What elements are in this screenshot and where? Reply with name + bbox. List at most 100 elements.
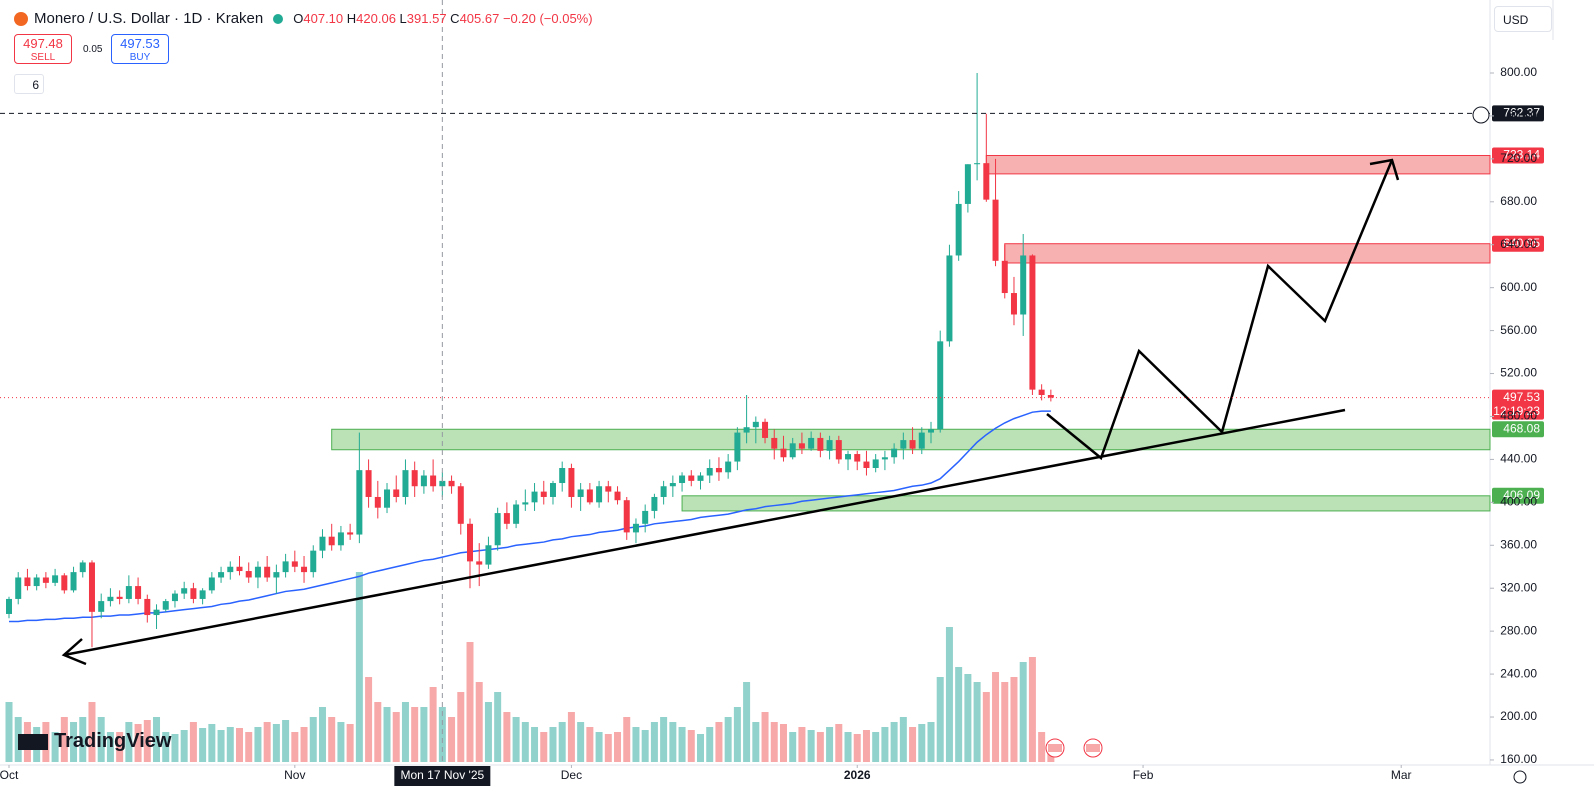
candle-body [135,586,142,599]
moving-average [9,410,1051,623]
currency: USD [1503,13,1529,27]
candle-body [688,475,695,481]
zone [1004,243,1491,264]
candle-body [1047,395,1054,398]
volume-bar [862,730,870,762]
ohlc-key: H [346,11,357,26]
price-badge [1492,487,1544,504]
symbol-title: Monero / U.S. Dollar · 1D · Kraken [34,10,264,27]
volume-bar [678,727,686,762]
volume-bar [964,674,972,762]
candle-body [881,457,888,460]
candle-body [236,566,243,572]
settings-icon[interactable] [1513,770,1527,784]
candle-body [577,489,584,497]
candle-body [1038,389,1045,396]
candle-body [734,432,741,462]
volume-bar [955,667,963,762]
candle-body [365,470,372,497]
volume-bar [936,677,944,762]
y-tick-label: 560.00 [1500,323,1537,337]
volume-bar [457,692,465,762]
volume-bar [5,702,13,762]
sell-button[interactable]: 497.48 SELL [14,34,72,64]
candle-body [928,429,934,433]
currency-select[interactable]: USD [1494,6,1552,32]
indicator-toggle[interactable]: 6 [14,74,44,94]
candle-body [743,427,750,433]
candle-body [872,459,879,468]
candle-body [356,470,363,535]
candle-body [42,577,49,583]
volume-bar [918,724,926,762]
zones [331,154,1491,512]
add-alert-icon[interactable] [1472,106,1490,124]
volume-bar [448,717,456,762]
volume-bar [798,727,806,762]
candle-body [669,483,676,487]
flag-icon [1048,744,1062,752]
y-tick-label: 360.00 [1500,537,1537,551]
volume-bar [660,717,668,762]
candle-body [826,440,833,451]
volume-bar [706,727,714,762]
drawings [61,158,1400,666]
ohlc-value: 405.67 [459,11,500,26]
candle-body [1001,260,1008,294]
candle-body [762,421,769,438]
candle-body [15,577,22,599]
ohlc: O407.10 H420.06 L391.57 C405.67 −0.20 (−… [293,11,592,26]
volume-bar [217,730,225,762]
ohlc-value: 420.06 [356,11,396,26]
candle-body [107,596,114,602]
logo-text: TradingView [54,730,172,752]
volume-bar [743,682,751,762]
volume-bar [586,727,594,762]
price-badge-label: 762.37 [1503,106,1540,120]
candle-body [273,572,280,578]
volume-bar [245,732,253,762]
candle-body [199,590,206,599]
candle-body [531,491,538,503]
candle-body [448,480,455,487]
volume-bar [835,724,843,762]
buy-button[interactable]: 497.53 BUY [111,34,169,64]
volume-bar [881,727,889,762]
volume-bar [733,707,741,762]
candle-body [1020,255,1027,315]
y-tick-label: 280.00 [1500,623,1537,637]
volume-bar [355,572,363,762]
candle-body [337,532,344,546]
x-tick-label: Nov [284,768,305,782]
x-tick-label: 2026 [844,768,871,782]
volume-bar [715,722,723,762]
volume-bar [346,724,354,762]
y-tick-label: 640.00 [1500,237,1537,251]
candle-body [780,448,787,458]
candle-body [301,566,308,573]
projection-arrow-head [1369,158,1400,181]
volume-bar [282,720,290,762]
candle-body [614,491,621,501]
volume-bar [125,722,133,762]
header: Monero / U.S. Dollar · 1D · Kraken O407.… [14,10,593,27]
price-badge-label: 406.09 [1503,488,1540,502]
volume-bar [669,722,677,762]
y-tick-label: 440.00 [1500,452,1537,466]
candle-body [586,489,593,503]
volume-bar [899,717,907,762]
volume-bar [1019,662,1027,762]
candle-body [181,588,188,594]
candle-body [955,203,962,256]
sell-price: 497.48 [23,36,63,51]
candle-body [605,486,612,492]
candle-body [254,566,261,578]
volume-bar [927,722,935,762]
candle-body [909,440,916,449]
candle-body [964,164,971,204]
ohlc-key: O [293,11,304,26]
flag-icon [1086,744,1100,752]
candle-body [402,470,409,497]
candle-body [291,561,298,567]
